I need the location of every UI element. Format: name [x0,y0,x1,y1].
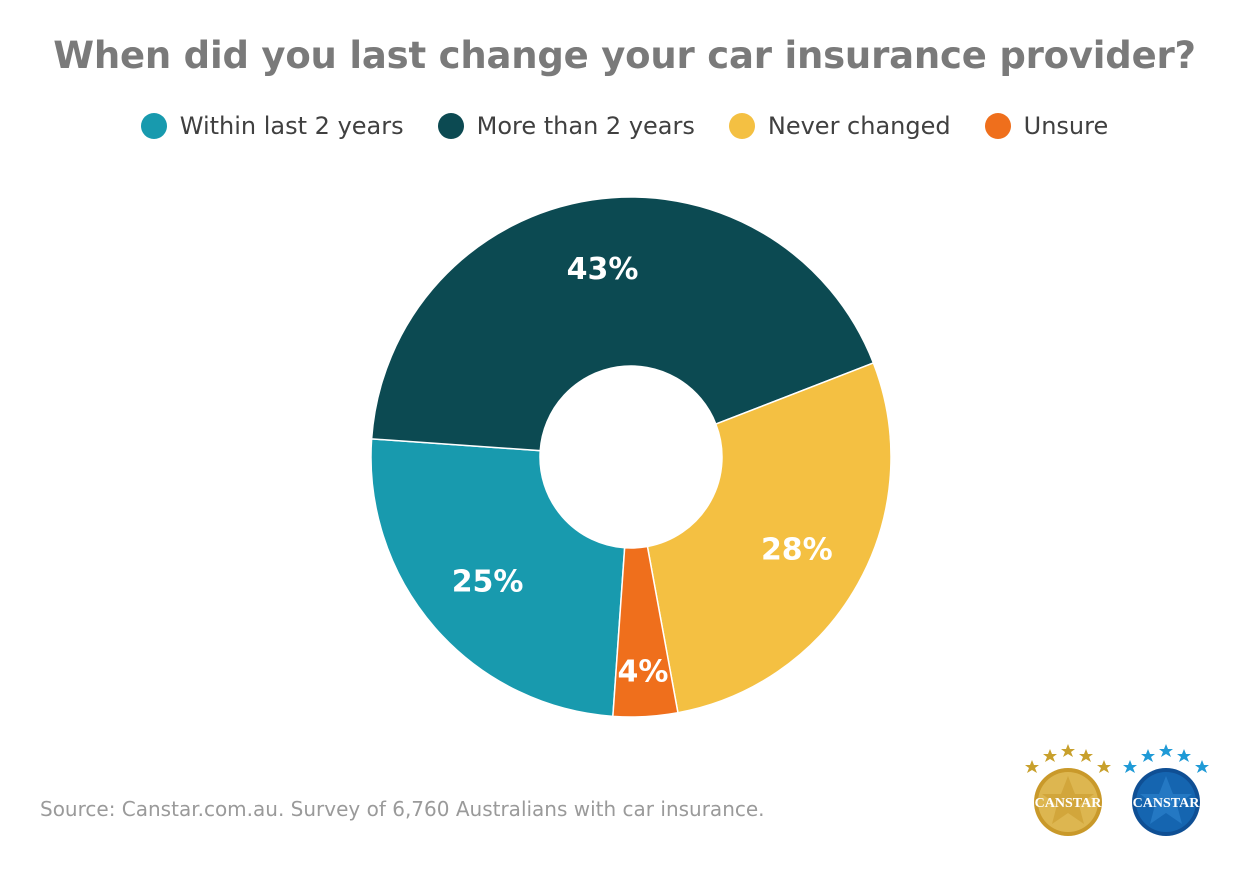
legend-item: Within last 2 years [140,112,404,140]
legend-label: Never changed [767,112,951,140]
legend-item: Unsure [984,112,1109,140]
donut-slices [370,196,892,718]
canstar-gold-star-badge-icon: CANSTAR [1025,744,1111,836]
donut-slice-labels: 25% 43% 28% 4% [452,252,833,690]
legend-swatch [140,113,167,139]
badge-gold-text: CANSTAR [1035,796,1103,811]
donut-slice [612,545,679,718]
slice-data-label: 43% [567,252,639,287]
legend-swatch [984,113,1011,139]
donut-slice [370,196,875,452]
legend-item: Never changed [728,112,951,140]
legend-swatch [437,113,464,139]
slice-data-label: 28% [761,533,833,568]
canstar-blue-star-badge-icon: CANSTAR [1123,744,1209,836]
legend: Within last 2 years More than 2 years Neve… [0,112,1249,140]
slice-data-label: 25% [452,565,524,600]
chart-title: When did you last change your car insura… [53,34,1196,77]
legend-swatch [728,113,755,139]
donut-slice [646,362,892,714]
legend-item: More than 2 years [437,112,695,140]
legend-label: More than 2 years [476,112,695,140]
source-note: Source: Canstar.com.au. Survey of 6,760 … [40,797,765,821]
badge-blue-text: CANSTAR [1133,796,1201,811]
legend-label: Unsure [1023,112,1109,140]
slice-data-label: 4% [618,655,669,690]
donut-slice [370,438,626,718]
legend-label: Within last 2 years [179,112,404,140]
